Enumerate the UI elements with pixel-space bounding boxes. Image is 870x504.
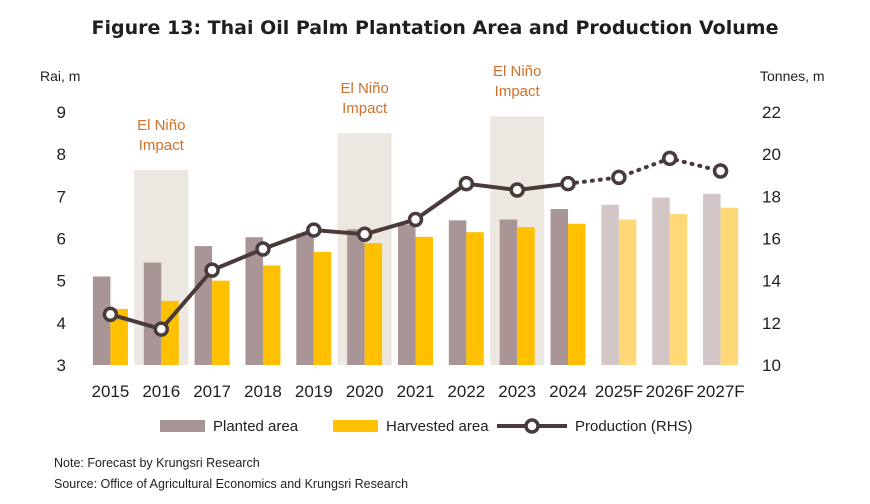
planted-area-bar-2019: [296, 233, 314, 365]
right-tick-label: 18: [762, 187, 781, 206]
x-tick-label: 2019: [295, 382, 333, 401]
x-axis-ticks: 2015 2016 2017 2018 2019 2020 2021 2022 2023 2024…: [92, 382, 745, 401]
planted-area-bar-2018: [245, 237, 263, 365]
notes: Note: Forecast by Krungsri Research Sourc…: [54, 456, 408, 491]
x-tick-label: 2018: [244, 382, 282, 401]
x-tick-label: 2022: [447, 382, 485, 401]
annotation-2020: El Niño: [340, 80, 388, 97]
right-axis-unit: Tonnes, m: [760, 68, 825, 84]
production-line-forecast: [566, 156, 723, 186]
planted-area-bar-2023: [499, 219, 518, 365]
production-point-2022: [458, 175, 475, 192]
planted-area-bar-2022: [448, 220, 467, 365]
harvested-area-bar-2026f: [669, 214, 688, 365]
right-tick-label: 14: [762, 272, 781, 291]
right-tick-label: 12: [762, 314, 781, 333]
el-nino-highlights: El Niño Impact El Niño Impact El Niño Impact: [134, 63, 545, 365]
legend-planted-area-swatch: [160, 420, 205, 432]
production-point-2027f: [712, 163, 729, 179]
production-point-2026f: [661, 150, 678, 167]
harvested-area-bar-2017: [212, 280, 230, 365]
legend-harvested-area-swatch: [333, 420, 378, 432]
planted-area-bar-2021: [398, 224, 416, 365]
planted-area-bar-2025f: [601, 204, 619, 365]
production-point-2023: [509, 182, 525, 198]
left-axis-unit: Rai, m: [40, 68, 80, 84]
annotation-2023: El Niño: [493, 63, 541, 80]
x-tick-label: 2025F: [595, 382, 643, 401]
x-tick-label: 2023: [498, 382, 536, 401]
harvested-area-bar-2018: [262, 265, 281, 365]
x-tick-label: 2026F: [646, 382, 694, 401]
left-tick-label: 4: [57, 314, 66, 333]
annotation-2016: El Niño: [137, 117, 185, 134]
harvested-area-bar-2025f: [618, 219, 637, 365]
x-tick-label: 2015: [92, 382, 130, 401]
chart-title: Figure 13: Thai Oil Palm Plantation Area…: [92, 17, 779, 39]
production-point-2025f: [611, 169, 627, 186]
harvested-area-bar-2023: [517, 227, 535, 365]
legend-production-rhs-swatch-marker: [524, 418, 540, 434]
harvested-area-bar-2022: [466, 232, 484, 365]
harvested-area-bar-2024: [568, 223, 586, 365]
harvested-area-bar-2015: [110, 308, 128, 365]
planted-area-bar-2024: [550, 208, 569, 365]
left-tick-label: 8: [57, 145, 66, 164]
right-tick-label: 20: [762, 145, 781, 164]
planted-area-bar-2015: [92, 276, 111, 365]
bars: [92, 193, 739, 365]
annotation-2020: Impact: [342, 100, 388, 117]
legend-harvested-area-label: Harvested area: [386, 418, 489, 435]
x-tick-label: 2021: [397, 382, 435, 401]
harvested-area-bar-2020: [364, 243, 383, 365]
production-line: [102, 150, 729, 337]
production-point-2016: [153, 321, 170, 337]
production-point-2019: [306, 222, 322, 238]
x-tick-label: 2024: [549, 382, 587, 401]
planted-area-bar-2016: [143, 262, 162, 365]
planted-area-bar-2026f: [652, 197, 670, 365]
annotation-2023: Impact: [495, 83, 541, 100]
production-point-2017: [204, 262, 220, 278]
left-tick-label: 9: [57, 103, 66, 122]
left-tick-label: 5: [57, 272, 66, 291]
annotation-2016: Impact: [139, 137, 185, 154]
production-point-2021: [407, 211, 424, 228]
legend-production-rhs-label: Production (RHS): [575, 418, 693, 435]
production-point-2018: [255, 241, 271, 257]
legend: Planted area Harvested area Production (RH…: [160, 418, 693, 435]
production-point-2020: [356, 226, 373, 243]
left-tick-label: 7: [57, 187, 66, 206]
x-tick-label: 2020: [346, 382, 384, 401]
harvested-area-bar-2019: [313, 251, 332, 365]
x-tick-label: 2016: [142, 382, 180, 401]
x-tick-label: 2027F: [696, 382, 744, 401]
right-axis-ticks: 10 12 14 16 18 20 22: [762, 103, 781, 375]
production-line-actual: [109, 181, 569, 332]
planted-area-bar-2020: [347, 229, 365, 365]
harvested-area-bar-2021: [415, 236, 433, 365]
planted-area-bar-2027f: [703, 193, 721, 365]
right-tick-label: 22: [762, 103, 781, 122]
left-tick-label: 3: [57, 356, 66, 375]
source-text: Source: Office of Agricultural Economics…: [54, 477, 408, 491]
legend-planted-area-label: Planted area: [213, 418, 299, 435]
production-point-2015: [102, 306, 119, 323]
note-text: Note: Forecast by Krungsri Research: [54, 456, 260, 470]
right-tick-label: 10: [762, 356, 781, 375]
right-tick-label: 16: [762, 230, 781, 249]
harvested-area-bar-2027f: [720, 207, 739, 365]
x-tick-label: 2017: [193, 382, 231, 401]
left-axis-ticks: 3 4 5 6 7 8 9: [57, 103, 66, 375]
production-point-2024: [560, 175, 576, 192]
left-tick-label: 6: [57, 230, 66, 249]
